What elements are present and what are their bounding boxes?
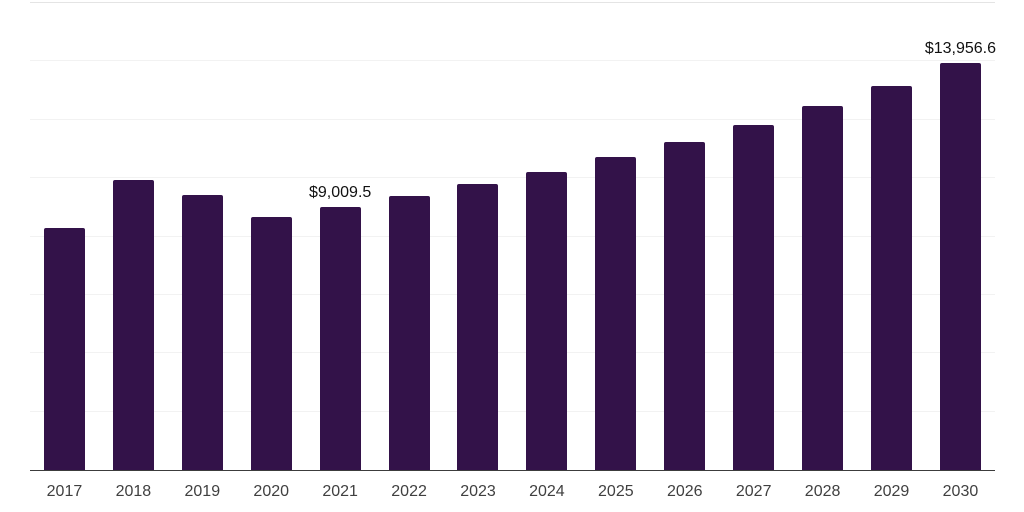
bar-slot-2021: $9,009.5: [306, 3, 375, 470]
gridline-8000: [30, 235, 995, 237]
bar-slot-2019: [168, 3, 237, 470]
bar-slot-2022: [375, 3, 444, 470]
bar-2020: [250, 216, 292, 470]
gridline-12000: [30, 118, 995, 120]
gridlines: [30, 3, 995, 470]
data-label-2021: $9,009.5: [309, 184, 372, 202]
bar-chart: $9,009.5 $13,956.6 2017 2018 2019 2020 2021 20…: [30, 2, 996, 501]
bar-2023: [457, 184, 499, 470]
x-tick-2023: 2023: [460, 483, 496, 500]
bar-slot-2017: [30, 3, 99, 470]
x-tick-2028: 2028: [804, 483, 841, 500]
bar-slot-2027: [719, 3, 788, 470]
x-tick-2025: 2025: [598, 483, 634, 500]
x-tick-2021: 2021: [322, 483, 358, 500]
bar-2025: [595, 156, 637, 470]
data-label-2030: $13,956.6: [924, 39, 997, 57]
gridline-10000: [30, 177, 995, 179]
bar-series: $9,009.5 $13,956.6: [30, 3, 996, 470]
x-axis-labels: 2017 2018 2019 2020 2021 2022 2023 2024 2025 2026…: [30, 483, 995, 501]
bar-2021: $9,009.5: [309, 184, 371, 470]
bar-slot-2026: [650, 3, 719, 470]
bar-slot-2020: [237, 3, 306, 470]
gridline-4000: [30, 352, 995, 354]
bar-slot-2029: [857, 3, 926, 470]
x-tick-2022: 2022: [391, 483, 427, 500]
gridline-2000: [30, 410, 995, 412]
bar-slot-2028: [788, 3, 857, 470]
x-tick-2020: 2020: [253, 483, 290, 500]
x-tick-2019: 2019: [184, 483, 221, 500]
x-tick-2030: 2030: [942, 483, 979, 500]
bar-slot-2025: [581, 3, 650, 470]
gridline-14000: [30, 60, 995, 62]
x-tick-2026: 2026: [666, 483, 703, 500]
x-tick-2017: 2017: [46, 483, 83, 500]
bar-slot-2030: $13,956.6: [925, 3, 996, 470]
bar-2022: [388, 195, 430, 470]
x-tick-2018: 2018: [115, 483, 152, 500]
bar-2026: [664, 141, 706, 470]
bar-2017: [43, 227, 85, 470]
bar-slot-2018: [99, 3, 168, 470]
bar-2019: [181, 195, 223, 470]
gridline-6000: [30, 293, 995, 295]
x-tick-2027: 2027: [735, 483, 772, 500]
bar-2027: [733, 124, 775, 470]
plot-area: $9,009.5 $13,956.6: [30, 2, 996, 471]
bar-2024: [526, 172, 568, 470]
bar-slot-2024: [512, 3, 581, 470]
bar-slot-2023: [444, 3, 513, 470]
bar-2029: [871, 85, 913, 470]
bar-2028: [802, 105, 844, 470]
x-tick-2024: 2024: [529, 483, 565, 500]
x-tick-2029: 2029: [873, 483, 910, 500]
bar-2030: $13,956.6: [925, 40, 996, 470]
bar-2018: [112, 179, 154, 470]
